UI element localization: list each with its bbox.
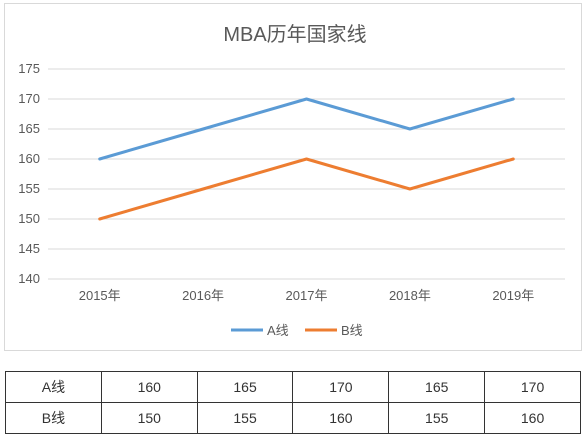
y-tick-label: 170 — [18, 91, 40, 106]
table-cell: 165 — [196, 371, 294, 403]
chart-title: MBA历年国家线 — [223, 23, 366, 46]
table-cell: 160 — [100, 371, 198, 403]
table-cell: 170 — [484, 371, 581, 403]
table-cell: 165 — [388, 371, 486, 403]
y-tick-label: 140 — [18, 271, 40, 286]
x-tick-label: 2016年 — [182, 288, 224, 303]
y-axis-ticks: 140 145 150 155 160 165 170 175 — [18, 61, 40, 286]
row-label: B线 — [5, 402, 102, 434]
table-cell: 170 — [292, 371, 390, 403]
y-tick-label: 150 — [18, 211, 40, 226]
y-tick-label: 155 — [18, 181, 40, 196]
series-line-1 — [98, 97, 515, 161]
row-label: A线 — [5, 371, 102, 403]
x-axis-ticks: 2015年 2016年 2017年 2018年 2019年 — [79, 288, 535, 303]
x-tick-label: 2017年 — [286, 288, 328, 303]
y-tick-label: 145 — [18, 241, 40, 256]
series-lines — [98, 97, 515, 221]
y-tick-label: 160 — [18, 151, 40, 166]
table-cell: 155 — [196, 402, 294, 434]
legend-label: A线 — [267, 323, 289, 338]
table-cell: 160 — [292, 402, 390, 434]
x-tick-label: 2015年 — [79, 288, 121, 303]
table-cell: 155 — [388, 402, 486, 434]
x-tick-label: 2018年 — [389, 288, 431, 303]
table-row: B线 150 155 160 155 160 — [5, 402, 581, 434]
series-line-2 — [98, 157, 515, 221]
x-tick-label: 2019年 — [492, 288, 534, 303]
table-cell: 150 — [100, 402, 198, 434]
y-tick-label: 165 — [18, 121, 40, 136]
table-cell: 160 — [484, 402, 581, 434]
data-table: A线 160 165 170 165 170 B线 150 155 160 15… — [5, 371, 581, 434]
legend-label: B线 — [341, 323, 363, 338]
legend: A线 B线 — [231, 323, 363, 338]
chart-frame: MBA历年国家线 140 145 150 155 160 165 170 175 2015年 2… — [4, 3, 582, 351]
table-row: A线 160 165 170 165 170 — [5, 371, 581, 403]
y-tick-label: 175 — [18, 61, 40, 76]
